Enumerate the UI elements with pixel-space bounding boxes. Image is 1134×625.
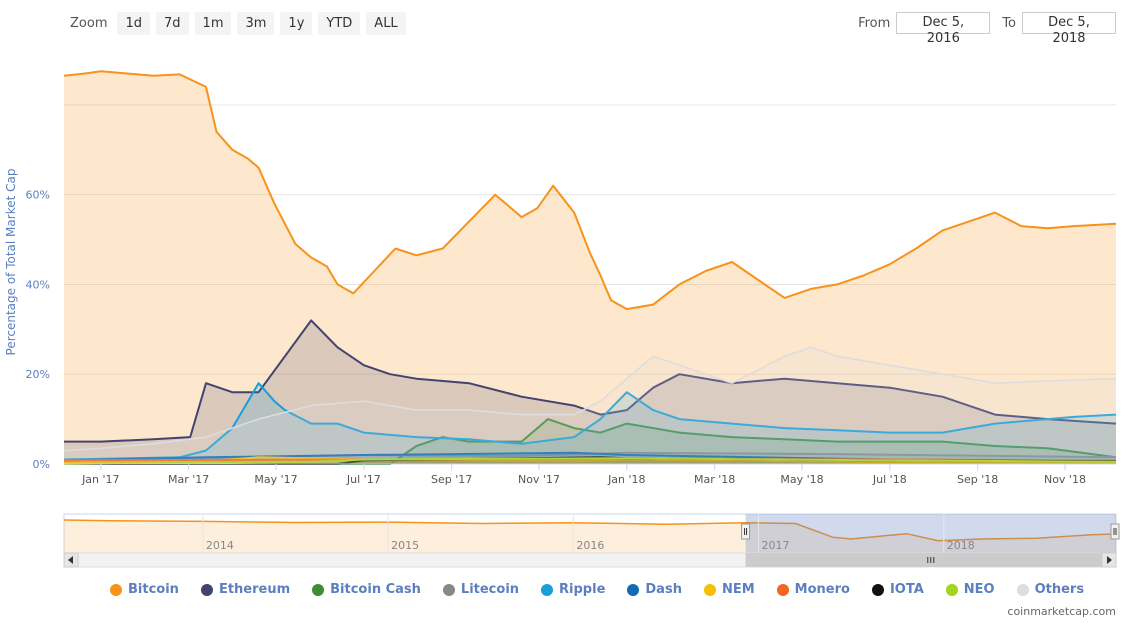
legend-marker-icon — [871, 583, 884, 596]
series-line-others — [63, 346, 1117, 452]
to-date-input[interactable]: Dec 5, 2018 — [1022, 12, 1116, 46]
series-line-bitcoin — [63, 70, 1117, 311]
legend-item-others[interactable]: Others — [1016, 582, 1085, 597]
series-line-bitcoin-cash — [64, 418, 1117, 465]
legend-label: Ethereum — [218, 582, 291, 597]
legend-label: Others — [1034, 582, 1085, 597]
legend-item-bitcoin[interactable]: Bitcoin — [110, 582, 179, 597]
navigator-selection[interactable] — [745, 514, 1116, 553]
legend-label: Bitcoin — [128, 582, 179, 597]
zoom-bar: Zoom 1d 7d 1m 3m 1y YTD ALL — [70, 12, 406, 35]
navigator-frame — [63, 513, 1117, 554]
series-line-ethereum — [64, 319, 1117, 443]
zoom-all-button[interactable]: ALL — [366, 12, 406, 35]
chevron-right-icon — [1107, 556, 1112, 564]
zoom-1y-button[interactable]: 1y — [280, 12, 313, 35]
series-area-ripple — [64, 383, 1116, 464]
navigator-line — [63, 519, 1117, 542]
x-tick-label: Jan '17 — [81, 473, 119, 486]
x-tick-label: Sep '18 — [957, 473, 998, 486]
series-area-iota — [64, 457, 1116, 464]
legend-marker-icon — [442, 583, 455, 596]
navigator-tick-label: 2018 — [947, 539, 975, 552]
x-tick-label: May '17 — [254, 473, 297, 486]
legend-label: IOTA — [889, 582, 924, 597]
navigator-tick-label: 2014 — [206, 539, 234, 552]
legend-item-litecoin[interactable]: Litecoin — [442, 582, 520, 597]
legend-item-bitcoin-cash[interactable]: Bitcoin Cash — [312, 582, 421, 597]
navigator-tick-label: 2015 — [391, 539, 419, 552]
zoom-label: Zoom — [70, 16, 108, 31]
legend-marker-icon — [945, 583, 958, 596]
x-tick-label: Nov '18 — [1044, 473, 1086, 486]
legend-label: Ripple — [559, 582, 606, 597]
legend-label: Bitcoin Cash — [330, 582, 421, 597]
y-axis-label: Percentage of Total Market Cap — [4, 169, 18, 356]
legend-item-ethereum[interactable]: Ethereum — [200, 582, 291, 597]
y-tick-label: 60% — [26, 189, 50, 202]
credits-link[interactable]: coinmarketcap.com — [1007, 605, 1116, 618]
legend-item-nem[interactable]: NEM — [703, 582, 755, 597]
legend-marker-icon — [200, 583, 213, 596]
x-tick-label: Jan '18 — [607, 473, 645, 486]
zoom-3m-button[interactable]: 3m — [237, 12, 275, 35]
zoom-1d-button[interactable]: 1d — [117, 12, 151, 35]
series-line-neo — [63, 457, 1117, 465]
legend-item-monero[interactable]: Monero — [776, 582, 850, 597]
series-area-bitcoin — [64, 71, 1116, 464]
zoom-1m-button[interactable]: 1m — [194, 12, 232, 35]
legend-marker-icon — [703, 583, 716, 596]
range-selector: From Dec 5, 2016 To Dec 5, 2018 — [858, 12, 1116, 46]
legend-label: Dash — [645, 582, 682, 597]
navigator-tick-label: 2016 — [576, 539, 604, 552]
legend-label: NEO — [963, 582, 995, 597]
chevron-left-icon — [68, 556, 73, 564]
legend-item-ripple[interactable]: Ripple — [541, 582, 605, 597]
legend-marker-icon — [1016, 583, 1029, 596]
legend-label: NEM — [721, 582, 755, 597]
y-tick-label: 20% — [26, 368, 50, 381]
series-line-ripple — [63, 382, 1117, 461]
x-tick-label: Mar '17 — [168, 473, 209, 486]
zoom-ytd-button[interactable]: YTD — [318, 12, 361, 35]
navigator[interactable]: 2014 2015 2016 2017 2018 — [63, 513, 1120, 568]
series-area-neo — [64, 458, 1116, 464]
from-date-input[interactable]: Dec 5, 2016 — [896, 12, 991, 46]
legend-marker-icon — [312, 583, 325, 596]
y-tick-label: 0% — [33, 458, 50, 471]
navigator-area — [64, 520, 1116, 553]
legend-marker-icon — [541, 583, 554, 596]
series-area-bitcoin-cash — [64, 419, 1116, 464]
legend-item-iota[interactable]: IOTA — [871, 582, 924, 597]
series-area-others — [64, 347, 1116, 464]
navigator-tick-label: 2017 — [762, 539, 790, 552]
legend-label: Litecoin — [460, 582, 520, 597]
legend-item-neo[interactable]: NEO — [945, 582, 995, 597]
legend-label: Monero — [794, 582, 850, 597]
navigator-handle-right[interactable] — [1110, 523, 1120, 540]
legend: Bitcoin Ethereum Bitcoin Cash Litecoin Rippl… — [110, 582, 1084, 597]
x-tick-label: Sep '17 — [431, 473, 472, 486]
axis-layer: 0% 20% 40% 60% Percentage of Total Market Ca… — [4, 169, 1116, 486]
series-area-ethereum — [64, 320, 1116, 464]
to-label: To — [1002, 15, 1016, 31]
legend-marker-icon — [627, 583, 640, 596]
from-label: From — [858, 15, 891, 31]
x-tick-label: Nov '17 — [518, 473, 560, 486]
x-tick-label: Jul '18 — [872, 473, 907, 486]
legend-item-dash[interactable]: Dash — [627, 582, 682, 597]
zoom-7d-button[interactable]: 7d — [156, 12, 189, 35]
legend-marker-icon — [110, 583, 122, 596]
x-tick-label: Mar '18 — [694, 473, 735, 486]
x-tick-label: Jul '17 — [346, 473, 381, 486]
x-tick-label: May '18 — [780, 473, 823, 486]
series-layer — [63, 70, 1117, 465]
legend-marker-icon — [776, 583, 789, 596]
navigator-handle-left[interactable] — [741, 523, 751, 540]
y-tick-label: 40% — [26, 278, 50, 291]
